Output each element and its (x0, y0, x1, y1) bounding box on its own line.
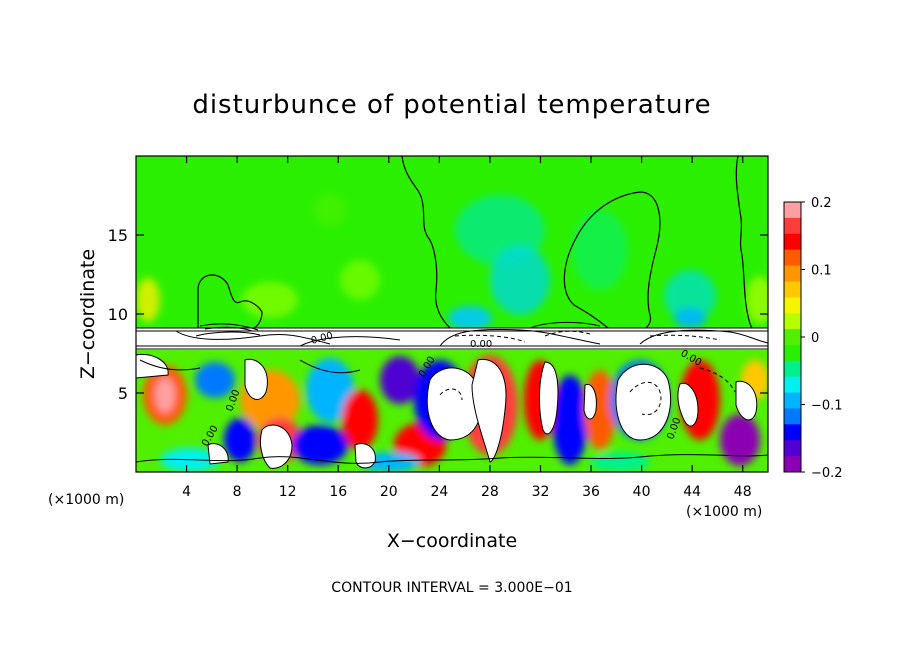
stable-layer-band (136, 328, 768, 350)
z-axis: 5 10 15 (108, 226, 768, 403)
chart-title: disturbunce of potential temperature (192, 90, 711, 120)
colorbar-swatch (784, 376, 801, 394)
colorbar-tick-label: 0 (811, 331, 819, 346)
z-tick-label: 15 (108, 226, 128, 245)
contour-interval-note: CONTOUR INTERVAL = 3.000E−01 (331, 580, 572, 596)
x-tick-label: 24 (430, 484, 448, 500)
colorbar-tick-label: −0.1 (811, 399, 843, 414)
colorbar-swatch (784, 265, 801, 282)
z-axis-label: Z−coordinate (77, 249, 99, 379)
x-tick-label: 36 (582, 484, 600, 500)
x-tick-label: 4 (182, 484, 191, 500)
colorbar-swatch (784, 202, 801, 219)
contour-label: 0.00 (470, 339, 492, 350)
upper-field (136, 156, 768, 328)
x-tick-label: 8 (233, 484, 242, 500)
lower-field (136, 350, 768, 472)
colorbar-swatch (784, 408, 801, 425)
colorbar-swatch (784, 329, 801, 346)
x-axis-label: X−coordinate (387, 530, 517, 552)
colorbar-swatch (784, 217, 801, 235)
white-cores (136, 353, 758, 469)
x-tick-label: 40 (633, 484, 651, 500)
x-tick-label: 20 (380, 484, 398, 500)
colorbar-swatch (784, 233, 801, 251)
colorbar-swatch (784, 313, 801, 330)
colorbar-tick-label: −0.2 (811, 466, 843, 481)
z-tick-label: 10 (108, 305, 128, 324)
lower-contours (136, 359, 768, 464)
upper-contours (197, 156, 753, 329)
z-tick-label: 5 (118, 384, 128, 403)
colorbar-tick-label: 0.2 (811, 196, 832, 211)
x-tick-label: 12 (279, 484, 297, 500)
colorbar-swatch (784, 344, 801, 362)
colorbar-swatch (784, 249, 801, 267)
colorbar-swatch (784, 360, 801, 378)
band-contours (136, 321, 768, 350)
colorbar-swatch (784, 392, 801, 409)
plot-area (136, 156, 768, 472)
x-tick-label: 44 (683, 484, 701, 500)
x-tick-label: 16 (329, 484, 347, 500)
colorbar-swatch (784, 440, 801, 457)
upper-anomalies (136, 194, 768, 330)
colorbar-tick-label: 0.1 (811, 264, 832, 279)
colorbar: 0.2 0.1 0 −0.1 −0.2 (783, 196, 843, 481)
x-tick-label: 32 (532, 484, 550, 500)
z-axis-unit: (×1000 m) (686, 504, 762, 520)
x-axis-unit: (×1000 m) (48, 492, 124, 508)
x-axis: 4 8 12 16 20 24 28 32 36 40 44 48 (182, 156, 752, 500)
colorbar-swatch (784, 281, 801, 298)
colorbar-swatch (784, 424, 801, 441)
colorbar-swatch (784, 456, 801, 473)
x-tick-label: 28 (481, 484, 499, 500)
colorbar-swatch (784, 297, 801, 314)
x-tick-label: 48 (734, 484, 752, 500)
